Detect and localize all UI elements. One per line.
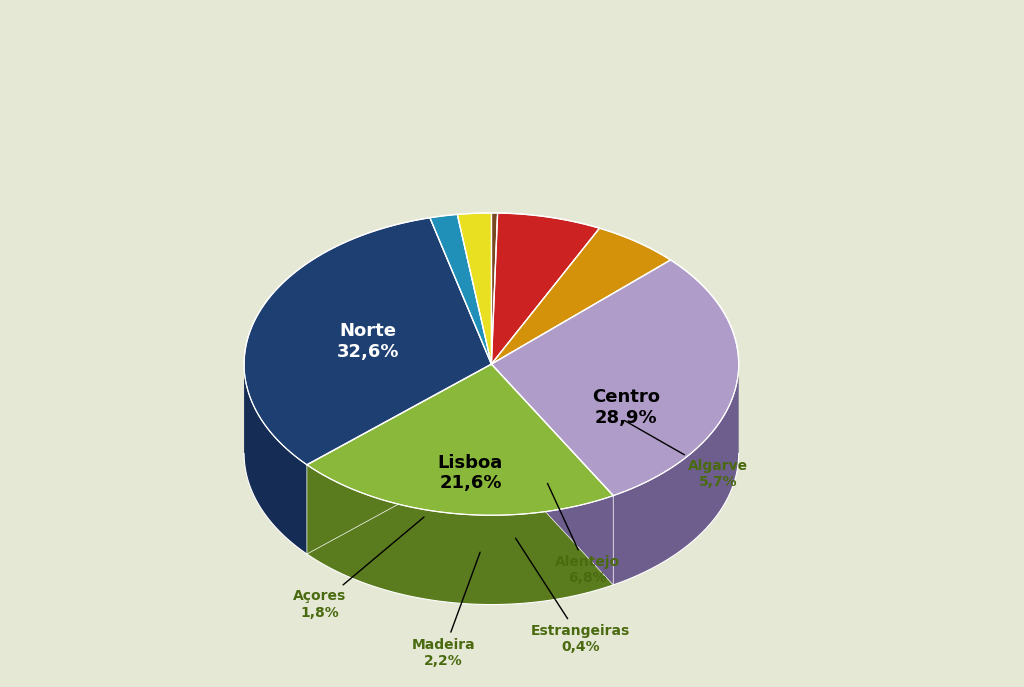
Text: Norte
32,6%: Norte 32,6% [337, 322, 399, 361]
Text: Alentejo
6,8%: Alentejo 6,8% [548, 484, 621, 585]
Polygon shape [307, 364, 613, 515]
Polygon shape [492, 260, 738, 495]
Text: Açores
1,8%: Açores 1,8% [293, 517, 424, 620]
Polygon shape [492, 364, 613, 585]
Text: Centro
28,9%: Centro 28,9% [592, 388, 659, 427]
Text: Estrangeiras
0,4%: Estrangeiras 0,4% [515, 538, 631, 654]
Polygon shape [492, 213, 498, 364]
Text: Lisboa
21,6%: Lisboa 21,6% [438, 453, 503, 493]
Polygon shape [492, 228, 671, 364]
Polygon shape [244, 218, 492, 465]
Polygon shape [613, 363, 738, 585]
Polygon shape [244, 363, 307, 554]
Polygon shape [430, 214, 492, 364]
Text: Algarve
5,7%: Algarve 5,7% [625, 420, 749, 489]
Polygon shape [307, 364, 492, 554]
FancyBboxPatch shape [158, 0, 866, 687]
Polygon shape [307, 465, 613, 605]
Text: Madeira
2,2%: Madeira 2,2% [412, 552, 480, 668]
Polygon shape [492, 213, 599, 364]
Polygon shape [458, 213, 492, 364]
